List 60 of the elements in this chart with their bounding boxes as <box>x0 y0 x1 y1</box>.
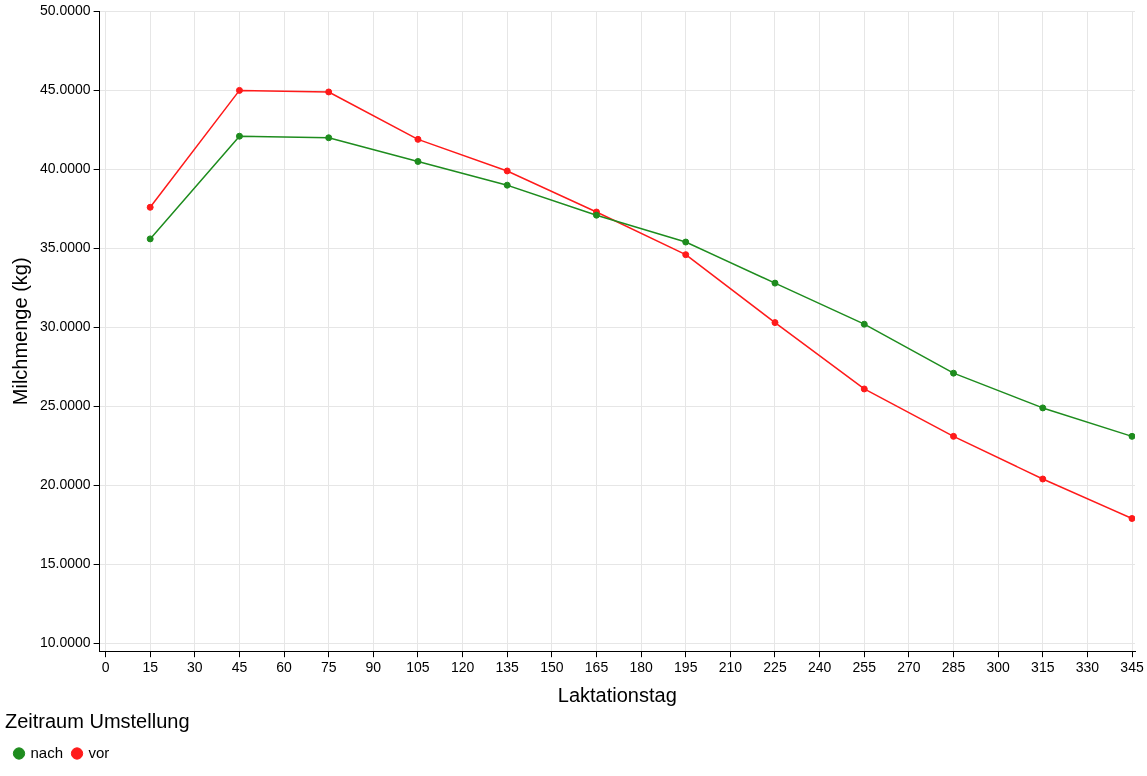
legend-label: vor <box>88 743 110 761</box>
x-tick-label: 315 <box>1031 659 1055 676</box>
y-tick-label: 45.0000 <box>40 81 91 98</box>
x-tick-label: 210 <box>718 659 743 676</box>
point <box>1039 475 1047 483</box>
point <box>860 320 868 328</box>
x-tick-label: 195 <box>674 659 698 676</box>
point <box>325 134 333 142</box>
point <box>146 203 154 211</box>
y-tick-label: 10.0000 <box>40 634 91 651</box>
x-tick-label: 285 <box>941 659 966 676</box>
point <box>414 157 422 165</box>
x-tick-label: 165 <box>584 659 609 676</box>
y-tick-label: 40.0000 <box>40 160 91 177</box>
point <box>235 132 243 140</box>
y-tick-label: 15.0000 <box>40 555 91 572</box>
point <box>682 251 690 259</box>
x-tick-label: 75 <box>320 659 337 676</box>
y-axis-title: Milchmenge (kg) <box>8 257 31 406</box>
x-tick-label: 105 <box>406 659 430 676</box>
point <box>860 385 868 393</box>
y-tick-label: 25.0000 <box>40 397 91 414</box>
legend-label: nach <box>30 743 64 761</box>
point <box>235 86 243 94</box>
point <box>325 88 333 96</box>
x-tick-label: 270 <box>897 659 921 676</box>
point <box>950 432 958 440</box>
x-tick-label: 180 <box>629 659 653 676</box>
x-tick-label: 330 <box>1075 659 1100 676</box>
y-tick-label: 35.0000 <box>40 239 91 256</box>
x-tick-label: 345 <box>1120 659 1144 676</box>
x-tick-label: 30 <box>187 659 203 676</box>
x-tick-label: 225 <box>763 659 787 676</box>
x-tick-label: 15 <box>142 659 159 676</box>
point <box>146 235 154 243</box>
x-tick-label: 255 <box>852 659 877 676</box>
point <box>503 181 511 189</box>
x-tick-label: 60 <box>276 659 293 676</box>
x-tick-label: 45 <box>231 659 248 676</box>
x-tick-label: 90 <box>365 659 382 676</box>
y-tick-label: 20.0000 <box>40 476 91 493</box>
legend-title: Zeitraum Umstellung <box>5 709 190 732</box>
point <box>950 369 958 377</box>
x-tick-label: 150 <box>540 659 564 676</box>
point <box>414 135 422 143</box>
point <box>503 167 511 175</box>
point <box>771 279 779 287</box>
x-tick-label: 240 <box>807 659 832 676</box>
point <box>1039 404 1047 412</box>
point <box>1128 515 1135 522</box>
x-tick-label: 135 <box>495 659 520 676</box>
point <box>1128 432 1135 440</box>
x-tick-label: 300 <box>986 659 1011 676</box>
x-axis-title: Laktationstag <box>557 683 677 706</box>
y-tick-label: 50.0000 <box>40 2 91 19</box>
x-tick-label: 0 <box>101 659 110 676</box>
y-tick-label: 30.0000 <box>40 318 91 335</box>
point <box>771 319 779 327</box>
point <box>682 238 690 246</box>
x-tick-label: 120 <box>450 659 475 676</box>
